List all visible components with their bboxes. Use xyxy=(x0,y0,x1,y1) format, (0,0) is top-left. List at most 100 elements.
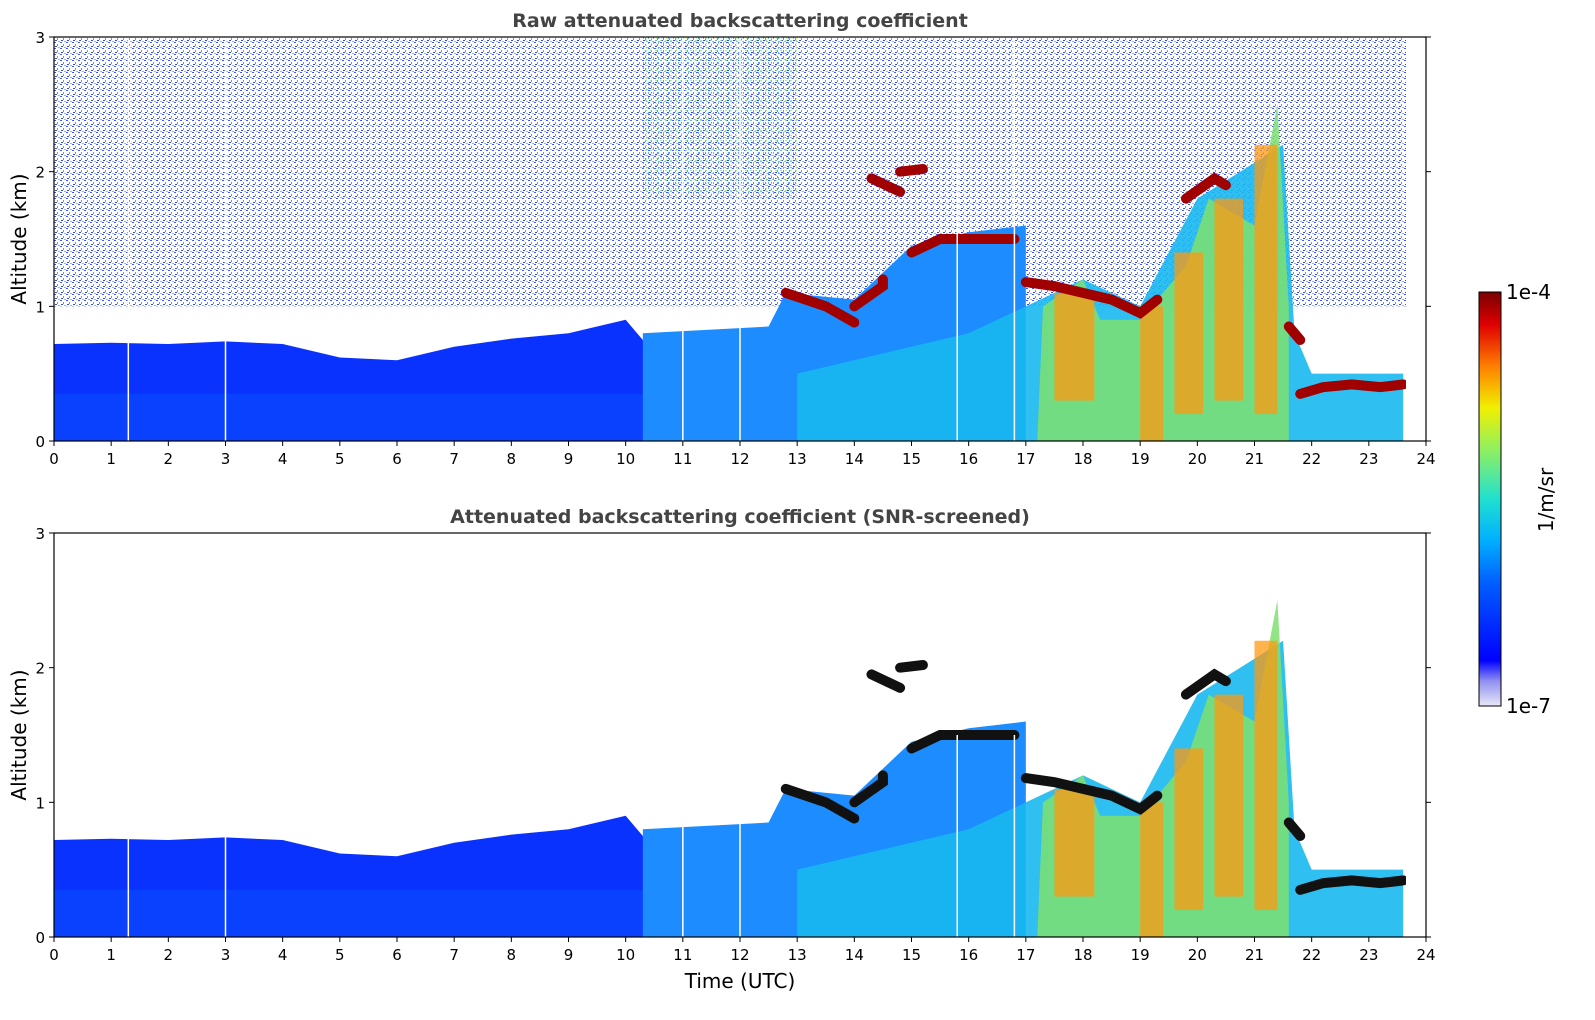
x-tick-label: 15 xyxy=(902,450,921,468)
y-tick-label: 1 xyxy=(35,794,45,812)
x-tick-label: 0 xyxy=(49,450,59,468)
x-tick-label: 1 xyxy=(106,450,116,468)
x-tick-label: 9 xyxy=(564,946,574,964)
cloud-layer xyxy=(849,770,888,808)
x-tick-label: 18 xyxy=(1073,450,1092,468)
cloud-orange-streak xyxy=(1214,198,1244,401)
screened-x-axis: 0 1 2 3 4 5 6 7 8 9 10 11 12 13 14 15 16 17 18 19 20 21 22 23 24 xyxy=(49,937,1436,964)
noise-region xyxy=(642,37,798,199)
x-axis-label: Time (UTC) xyxy=(684,969,796,993)
x-tick-label: 20 xyxy=(1188,450,1207,468)
cloud-layer xyxy=(1295,379,1409,399)
x-tick-label: 12 xyxy=(730,946,749,964)
x-tick-label: 10 xyxy=(616,946,635,964)
x-tick-label: 15 xyxy=(902,946,921,964)
x-tick-label: 19 xyxy=(1131,450,1150,468)
y-tick-label: 3 xyxy=(35,29,45,47)
x-tick-label: 18 xyxy=(1073,946,1092,964)
y-tick-label: 2 xyxy=(35,660,45,678)
y-tick-label: 2 xyxy=(35,164,45,182)
y-tick-label: 3 xyxy=(35,525,45,543)
cloud-layer xyxy=(906,730,1020,754)
x-tick-label: 9 xyxy=(564,450,574,468)
x-tick-label: 19 xyxy=(1131,946,1150,964)
x-tick-label: 8 xyxy=(507,946,517,964)
x-tick-label: 5 xyxy=(335,450,345,468)
cloud-layer xyxy=(906,234,1020,258)
x-tick-label: 22 xyxy=(1302,450,1321,468)
cloud-orange-streak xyxy=(1214,694,1244,897)
screened-heatmap-field xyxy=(54,533,1426,937)
x-tick-label: 0 xyxy=(49,946,59,964)
x-tick-label: 6 xyxy=(392,450,402,468)
colorbar-gradient xyxy=(1478,291,1502,707)
colorbar-min-label: 1e-7 xyxy=(1506,694,1551,718)
colorbar-max-label: 1e-4 xyxy=(1506,280,1551,304)
x-tick-label: 4 xyxy=(278,450,288,468)
x-tick-label: 13 xyxy=(788,946,807,964)
cloud-orange-streak xyxy=(1054,292,1095,401)
x-tick-label: 12 xyxy=(730,450,749,468)
screened-y-axis-label: Altitude (km) xyxy=(7,669,31,800)
x-tick-label: 3 xyxy=(221,946,231,964)
cloud-layer xyxy=(866,669,906,693)
cloud-layer xyxy=(780,783,860,824)
cloud-orange-streak xyxy=(1140,306,1164,441)
cloud-layer xyxy=(895,659,928,673)
x-tick-label: 21 xyxy=(1245,946,1264,964)
cloud-layer xyxy=(1180,668,1231,700)
raw-heatmap-field xyxy=(54,37,1426,441)
screened-y-axis: 0 1 2 3 xyxy=(35,525,1431,947)
raw-x-axis: 0 1 2 3 4 5 6 7 8 9 10 11 12 13 14 15 16 17 18 19 20 21 22 23 24 xyxy=(49,441,1436,468)
raw-panel-title: Raw attenuated backscattering coefficien… xyxy=(512,10,968,32)
x-tick-label: 5 xyxy=(335,946,345,964)
x-tick-label: 20 xyxy=(1188,946,1207,964)
cloud-orange-streak xyxy=(1254,640,1278,911)
x-tick-label: 22 xyxy=(1302,946,1321,964)
cloud-orange-streak xyxy=(1174,748,1204,911)
x-tick-label: 3 xyxy=(221,450,231,468)
no-data-region xyxy=(1405,533,1426,937)
y-tick-label: 0 xyxy=(35,433,45,451)
cloud-layer xyxy=(866,173,906,197)
x-tick-label: 23 xyxy=(1359,450,1378,468)
cloud-layer xyxy=(780,287,860,328)
x-tick-label: 16 xyxy=(959,946,978,964)
x-tick-label: 24 xyxy=(1416,450,1435,468)
cloud-layer xyxy=(1283,817,1306,841)
x-tick-label: 10 xyxy=(616,450,635,468)
cloud-layer xyxy=(1283,321,1306,345)
colorbar-unit-label: 1/m/sr xyxy=(1534,467,1558,532)
x-tick-label: 11 xyxy=(673,450,692,468)
x-tick-label: 21 xyxy=(1245,450,1264,468)
x-tick-label: 24 xyxy=(1416,946,1435,964)
y-tick-label: 1 xyxy=(35,298,45,316)
x-tick-label: 2 xyxy=(164,450,174,468)
x-tick-label: 1 xyxy=(106,946,116,964)
raw-y-axis: 0 1 2 3 xyxy=(35,29,1431,451)
cloud-layer xyxy=(895,163,928,177)
cloud-orange-streak xyxy=(1140,802,1164,937)
x-tick-label: 17 xyxy=(1016,946,1035,964)
x-tick-label: 13 xyxy=(788,450,807,468)
y-tick-label: 0 xyxy=(35,929,45,947)
raw-panel: Raw attenuated backscattering coefficien… xyxy=(7,10,1436,468)
colorbar: 1e-4 1e-7 1/m/sr xyxy=(1478,280,1558,718)
no-data-region xyxy=(1405,37,1426,441)
cloud-layer xyxy=(1020,773,1163,815)
x-tick-label: 14 xyxy=(845,450,864,468)
x-tick-label: 7 xyxy=(449,450,459,468)
screened-panel-title: Attenuated backscattering coefficient (S… xyxy=(450,506,1030,528)
x-tick-label: 2 xyxy=(164,946,174,964)
cloud-layer xyxy=(1180,172,1231,204)
x-tick-label: 17 xyxy=(1016,450,1035,468)
x-tick-label: 11 xyxy=(673,946,692,964)
raw-y-axis-label: Altitude (km) xyxy=(7,173,31,304)
x-tick-label: 23 xyxy=(1359,946,1378,964)
x-tick-label: 7 xyxy=(449,946,459,964)
x-tick-label: 14 xyxy=(845,946,864,964)
x-tick-label: 4 xyxy=(278,946,288,964)
x-tick-label: 16 xyxy=(959,450,978,468)
x-tick-label: 8 xyxy=(507,450,517,468)
